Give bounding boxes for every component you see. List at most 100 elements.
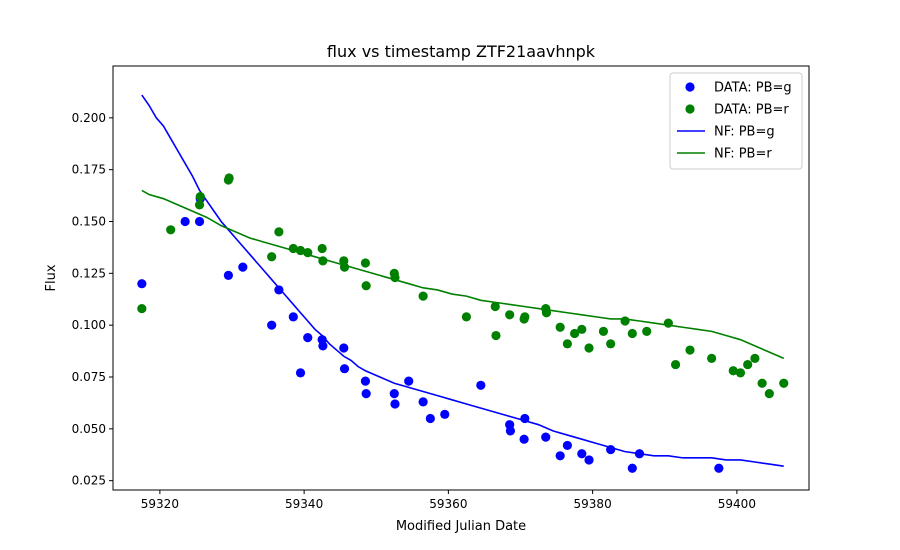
data-point	[461, 312, 472, 322]
legend: DATA: PB=g DATA: PB=r NF: PB=g NF: PB=r	[669, 72, 803, 170]
data-point	[274, 285, 284, 295]
data-point	[779, 378, 789, 388]
data-point	[519, 434, 529, 444]
data-point	[663, 318, 673, 328]
data-point	[685, 345, 695, 355]
y-tick-label: 0.050	[72, 422, 106, 436]
data-point	[360, 258, 371, 268]
legend-marker	[685, 104, 695, 114]
y-axis-label: Flux	[44, 264, 59, 291]
data-point	[318, 341, 328, 351]
data-point	[137, 279, 147, 289]
data-point	[750, 353, 760, 363]
y-tick-label: 0.075	[72, 370, 106, 384]
legend-label: NF: PB=r	[714, 147, 772, 162]
data-point	[584, 343, 594, 353]
axes-frame	[112, 65, 810, 491]
data-point	[562, 440, 572, 451]
legend-marker	[685, 82, 695, 92]
data-point	[642, 326, 652, 336]
data-point	[295, 245, 306, 256]
data-point	[491, 330, 501, 341]
data-point	[520, 312, 530, 322]
data-point	[303, 333, 313, 343]
data-point	[670, 359, 681, 370]
y-tick-label: 0.200	[72, 111, 106, 125]
data-point	[404, 376, 414, 386]
data-point	[570, 328, 580, 339]
data-point	[360, 376, 371, 386]
data-point	[418, 291, 428, 301]
data-point	[743, 359, 753, 370]
x-tick-label: 59320	[141, 497, 179, 511]
y-tick-label: 0.150	[72, 215, 106, 229]
data-point	[714, 463, 724, 473]
data-point	[180, 216, 190, 227]
data-point	[267, 252, 277, 262]
data-point	[555, 451, 565, 461]
chart-title: flux vs timestamp ZTF21aavhnpk	[327, 42, 596, 61]
data-point	[606, 339, 616, 349]
data-point	[389, 388, 399, 399]
data-point	[728, 366, 738, 376]
y-tick-label: 0.100	[72, 318, 106, 332]
y-tick-label: 0.175	[72, 163, 106, 177]
data-point	[194, 200, 205, 210]
data-point	[707, 353, 717, 363]
data-point	[598, 326, 609, 336]
data-point	[339, 343, 349, 353]
data-point	[505, 310, 515, 320]
data-point	[577, 324, 587, 334]
data-point	[288, 312, 298, 322]
data-point	[577, 449, 587, 459]
data-point	[223, 270, 233, 281]
data-point	[295, 368, 306, 378]
data-point	[390, 399, 400, 409]
data-point	[541, 308, 552, 318]
data-point	[541, 432, 551, 442]
data-point	[757, 378, 767, 388]
data-point	[627, 328, 637, 339]
data-point	[627, 463, 637, 473]
data-point	[339, 364, 350, 374]
data-point	[562, 339, 572, 349]
data-point	[440, 409, 450, 419]
data-point	[390, 272, 400, 283]
x-tick-label: 59380	[574, 497, 612, 511]
data-point	[520, 413, 530, 424]
x-tick-label: 59340	[285, 497, 323, 511]
x-axis-label: Modified Julian Date	[396, 519, 526, 534]
data-point	[224, 173, 234, 183]
data-point	[195, 192, 205, 202]
legend-label: DATA: PB=r	[714, 103, 789, 118]
data-point	[339, 262, 350, 272]
data-point	[418, 397, 428, 407]
x-tick-label: 59400	[718, 497, 756, 511]
legend-label: DATA: PB=g	[714, 81, 792, 96]
data-point	[361, 281, 371, 291]
legend-box	[669, 72, 803, 170]
plot-area	[137, 94, 789, 473]
y-tick-label: 0.025	[72, 474, 106, 488]
data-point	[288, 243, 298, 254]
y-tick-label: 0.125	[72, 266, 106, 280]
data-point	[238, 262, 248, 272]
data-point	[137, 303, 147, 314]
data-point	[606, 444, 616, 455]
legend-label: NF: PB=g	[714, 125, 775, 140]
data-point	[620, 316, 630, 326]
data-point	[166, 225, 176, 235]
data-point	[764, 388, 774, 399]
data-point	[584, 455, 594, 465]
data-point	[361, 388, 371, 399]
data-point	[274, 227, 284, 237]
data-point	[634, 449, 645, 459]
axis-ticks: 59320 59340 59360 59380 59400 0.025 0.050 0.075…	[72, 111, 756, 511]
data-point	[476, 380, 486, 390]
data-point	[735, 368, 746, 378]
series-line-3	[141, 189, 785, 360]
data-point	[505, 426, 516, 436]
data-point	[267, 320, 277, 330]
data-point	[194, 216, 205, 227]
